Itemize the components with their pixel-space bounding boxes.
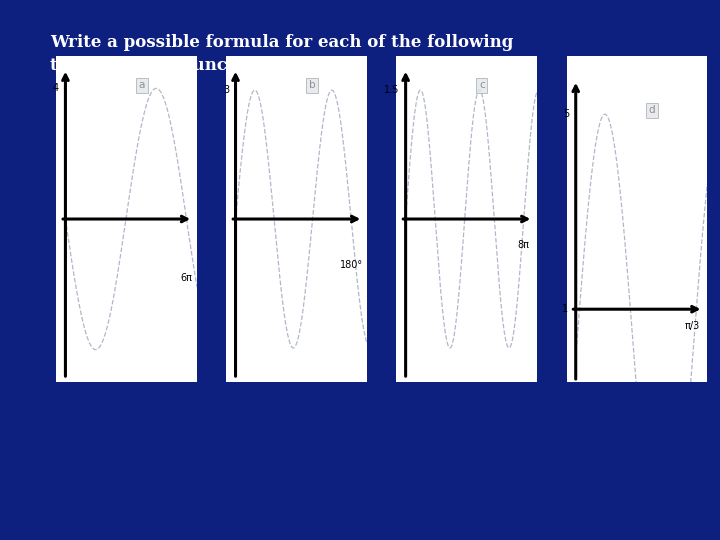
Text: 180°: 180°: [340, 260, 363, 270]
Text: π/3: π/3: [685, 321, 700, 331]
Text: 3: 3: [222, 85, 229, 95]
Text: d: d: [649, 105, 655, 115]
Text: 6π: 6π: [181, 273, 192, 283]
Text: 8π: 8π: [518, 240, 530, 249]
Text: Write a possible formula for each of the following
trigonometric functions:: Write a possible formula for each of the…: [50, 33, 514, 74]
Text: 1: 1: [562, 304, 568, 314]
Text: 1.5: 1.5: [384, 85, 399, 95]
Text: 5: 5: [563, 109, 569, 119]
Text: c: c: [479, 80, 485, 90]
Text: b: b: [309, 80, 315, 90]
Text: a: a: [138, 80, 145, 90]
Text: 4: 4: [53, 83, 59, 93]
